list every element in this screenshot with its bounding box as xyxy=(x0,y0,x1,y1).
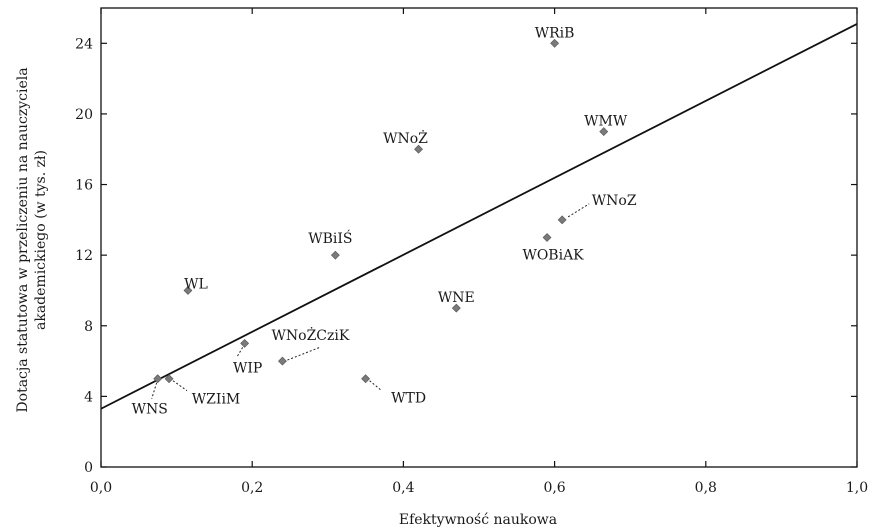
data-point xyxy=(599,127,609,137)
y-tick-label: 4 xyxy=(84,389,93,405)
label-leader-line xyxy=(369,380,381,391)
data-point-label: WZIiM xyxy=(192,392,240,408)
plot-frame-border xyxy=(100,7,858,468)
data-point xyxy=(451,303,461,313)
data-point xyxy=(153,374,163,384)
label-leader-line xyxy=(287,346,321,361)
data-point-label: WL xyxy=(184,276,208,292)
x-tick-label: 1,0 xyxy=(846,480,868,496)
data-point xyxy=(330,250,340,260)
data-point xyxy=(557,215,567,225)
data-point xyxy=(240,338,250,348)
x-tick-label: 0,4 xyxy=(392,480,414,496)
label-leader-line xyxy=(567,203,590,218)
x-tick-label: 0,8 xyxy=(695,480,717,496)
data-point xyxy=(164,374,174,384)
y-tick-label: 24 xyxy=(75,36,93,52)
data-point xyxy=(278,356,287,366)
y-tick-label: 0 xyxy=(84,460,93,476)
label-leader-line xyxy=(236,347,244,358)
data-point xyxy=(361,374,371,384)
plot-frame xyxy=(100,7,858,468)
data-point-label: WNoŻCziK xyxy=(272,326,350,344)
data-point-label: WNS xyxy=(132,402,168,418)
x-tick-label: 0,2 xyxy=(241,480,263,496)
data-point-label: WNoZ xyxy=(592,193,637,209)
trendline xyxy=(100,23,858,410)
data-point-label: WNoŻ xyxy=(383,129,428,147)
y-tick-label: 8 xyxy=(84,319,93,335)
data-point-label: WOBiAK xyxy=(522,248,584,264)
regression-line xyxy=(100,23,858,410)
data-point-label: WTD xyxy=(391,391,426,407)
y-axis-label-line: Dotacja statutowa w przeliczeniu na nauc… xyxy=(15,67,31,412)
data-point xyxy=(542,233,552,242)
x-tick-label: 0,6 xyxy=(543,480,565,496)
y-axis-label: Dotacja statutowa w przeliczeniu na nauc… xyxy=(15,67,49,412)
data-point xyxy=(414,144,423,154)
point-labels: WRiB WMW WNoŻ WNoZ WOBiAK WBiIŚ WL WNE WIP WNoŻCz… xyxy=(132,25,637,417)
y-tick-label: 20 xyxy=(75,107,93,123)
data-point-label: WIP xyxy=(233,360,262,376)
y-tick-label: 12 xyxy=(75,248,93,264)
data-point xyxy=(183,286,193,295)
y-axis-label-line: akademickiego (w tys. zł) xyxy=(33,150,49,330)
data-point-label: WMW xyxy=(584,114,628,130)
data-points xyxy=(153,38,609,384)
data-point-label: WRiB xyxy=(535,25,575,41)
label-leader-line xyxy=(172,380,188,392)
data-point xyxy=(550,38,560,48)
label-leaders xyxy=(151,203,590,399)
x-tick-label: 0,0 xyxy=(90,480,112,496)
x-axis: 0,0 0,2 0,4 0,6 0,8 1,0 xyxy=(90,8,868,496)
data-point-label: WNE xyxy=(438,290,475,306)
y-axis: 0 4 8 12 16 20 24 xyxy=(75,36,857,476)
x-axis-label: Efektywność naukowa xyxy=(399,512,557,528)
label-leader-line xyxy=(151,382,158,399)
data-point-label: WBiIŚ xyxy=(308,229,352,247)
y-tick-label: 16 xyxy=(75,178,93,194)
